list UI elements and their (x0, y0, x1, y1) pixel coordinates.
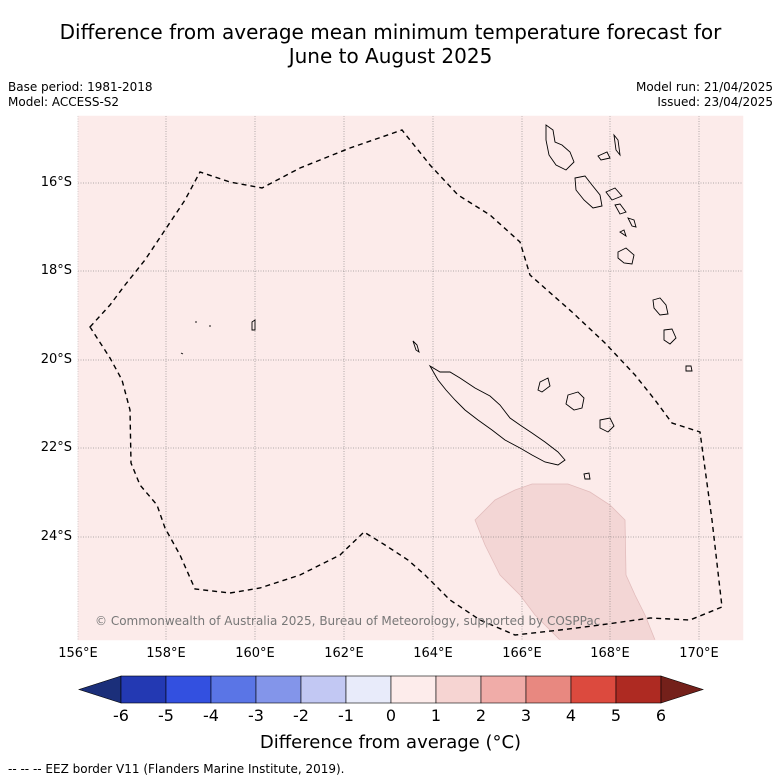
base-period: Base period: 1981-2018 (8, 80, 153, 94)
cb-label-minus2: -2 (293, 706, 309, 725)
colorbar-swatch (435, 675, 482, 704)
cb-label-2: 2 (475, 706, 487, 725)
belep-islands (412, 340, 420, 354)
gridlines (77, 116, 743, 640)
lat-label-18s: 18°S (40, 263, 72, 278)
colorbar-swatch (390, 675, 437, 704)
colorbar-swatch (255, 675, 302, 704)
map-frame (77, 115, 744, 641)
colorbar-extend-high (660, 675, 704, 704)
lon-label-162e: 162°E (324, 646, 364, 661)
colorbar-swatch (120, 675, 167, 704)
lat-label-20s: 20°S (40, 352, 72, 367)
colorbar-swatch (615, 675, 662, 704)
lon-label-160e: 160°E (235, 646, 275, 661)
western-reefs (180, 319, 256, 355)
cb-label-minus4: -4 (203, 706, 219, 725)
model-run: Model run: 21/04/2025 (635, 80, 773, 94)
cb-label-minus5: -5 (158, 706, 174, 725)
colorbar-swatch (525, 675, 572, 704)
colorbar-swatch (480, 675, 527, 704)
lon-label-156e: 156°E (58, 646, 98, 661)
meta-right: Model run: 21/04/2025 Issued: 23/04/2025 (636, 80, 773, 110)
lat-label-22s: 22°S (40, 440, 72, 455)
lat-label-24s: 24°S (40, 529, 72, 544)
cb-label-3: 3 (520, 706, 532, 725)
colorbar-swatch (345, 675, 392, 704)
lon-label-170e: 170°E (679, 646, 719, 661)
eez-footnote: -- -- -- EEZ border V11 (Flanders Marine… (8, 762, 345, 776)
lat-label-16s: 16°S (40, 175, 72, 190)
loyalty-islands-lifou (565, 391, 585, 411)
title-line-1: Difference from average mean minimum tem… (59, 20, 722, 44)
colorbar-swatch (300, 675, 347, 704)
cb-label-1: 1 (430, 706, 442, 725)
colorbar-swatch (165, 675, 212, 704)
title-line-2: June to August 2025 (288, 44, 493, 68)
map-title: Difference from average mean minimum tem… (0, 20, 781, 68)
map-background (78, 116, 743, 640)
colorbar-swatch (210, 675, 257, 704)
eez-border (89, 129, 723, 636)
meta-left: Base period: 1981-2018 Model: ACCESS-S2 (8, 80, 153, 110)
issued-date: Issued: 23/04/2025 (657, 95, 773, 109)
lon-label-166e: 166°E (502, 646, 542, 661)
colorbar-extend-low (78, 675, 122, 704)
cb-label-minus3: -3 (248, 706, 264, 725)
cb-label-minus1: -1 (338, 706, 354, 725)
colorbar-title: Difference from average (°C) (259, 732, 522, 753)
cb-label-6: 6 (655, 706, 667, 725)
colorbar-swatch (570, 675, 617, 704)
colorbar (78, 675, 704, 704)
lon-label-168e: 168°E (590, 646, 630, 661)
model-name: Model: ACCESS-S2 (8, 95, 120, 109)
copyright-notice: © Commonwealth of Australia 2025, Bureau… (95, 614, 601, 628)
loyalty-islands-ouvea (537, 377, 551, 393)
grande-terre-island (428, 364, 566, 466)
lon-label-164e: 164°E (413, 646, 453, 661)
loyalty-islands-mare (599, 417, 615, 433)
cb-label-5: 5 (610, 706, 622, 725)
cb-label-4: 4 (565, 706, 577, 725)
vanuatu-islands (545, 124, 693, 372)
lon-label-158e: 158°E (146, 646, 186, 661)
cb-label-minus6: -6 (113, 706, 129, 725)
cb-label-0: 0 (385, 706, 397, 725)
isle-of-pines (583, 472, 591, 480)
